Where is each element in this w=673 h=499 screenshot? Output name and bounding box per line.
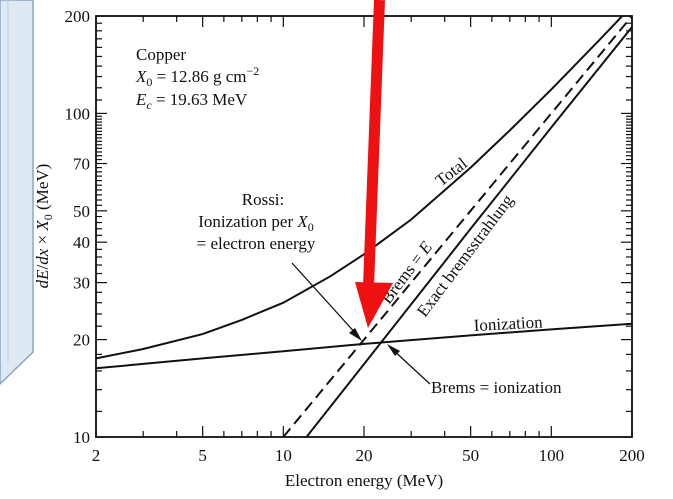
brems-ionization-arrowhead [387, 344, 400, 356]
x-tick-label: 200 [619, 446, 645, 465]
x-tick-label: 2 [92, 446, 101, 465]
y-tick-label: 50 [73, 202, 90, 221]
y-tick-label: 30 [73, 274, 90, 293]
x-tick-label: 10 [275, 446, 292, 465]
y-tick-label: 10 [73, 428, 90, 447]
red-arrow-shaft [362, 0, 385, 293]
series-line-total [96, 16, 624, 360]
info-ec: Ec = 19.63 MeV [135, 90, 248, 112]
x-tick-label: 20 [356, 446, 373, 465]
x-tick-label: 100 [539, 446, 565, 465]
brems-ionization-leader [391, 348, 431, 385]
rossi-arrowhead [349, 328, 362, 341]
info-x0: X0 = 12.86 g cm−2 [135, 64, 259, 89]
series-line-brems-e [282, 16, 632, 437]
x-tick-label: 5 [198, 446, 207, 465]
series-label-ionization: Ionization [473, 312, 543, 335]
side-panel [0, 0, 34, 386]
y-axis-title: dE/dx × X0 (MeV) [33, 164, 55, 289]
rossi-line-1: Rossi: [242, 190, 285, 209]
rossi-leader [291, 262, 359, 337]
info-material: Copper [136, 45, 186, 64]
brems-ionization-box [428, 376, 624, 402]
y-tick-label: 40 [73, 233, 90, 252]
brems-ionization-label: Brems = ionization [431, 378, 562, 397]
series-line-ionization [96, 322, 632, 370]
x-tick-label: 50 [462, 446, 479, 465]
y-tick-label: 20 [73, 331, 90, 350]
x-axis-title: Electron energy (MeV) [285, 471, 443, 490]
svg-text:dE/dx × X0 (MeV): dE/dx × X0 (MeV) [33, 164, 55, 289]
rossi-line-2: Ionization per X0 [198, 212, 314, 234]
rossi-line-3: = electron energy [197, 234, 316, 253]
y-tick-label: 200 [65, 7, 91, 26]
red-arrow-head [355, 282, 393, 328]
y-tick-label: 70 [73, 155, 90, 174]
y-tick-label: 100 [65, 104, 91, 123]
series-line-exact-bremsstrahlung [305, 26, 632, 437]
